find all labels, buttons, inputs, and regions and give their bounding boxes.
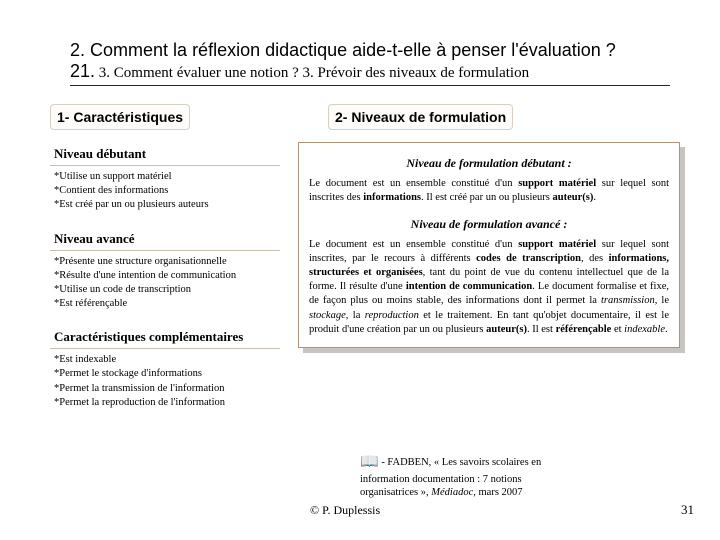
- level-debutant-items: Utilise un support matériel Contient des…: [50, 166, 280, 221]
- list-item: Est indexable: [54, 353, 276, 367]
- title-text-1: Comment la réflexion didactique aide-t-e…: [90, 40, 616, 60]
- slide-title: 2. Comment la réflexion didactique aide-…: [0, 0, 720, 90]
- citation: 📖 - FADBEN, « Les savoirs scolaires en i…: [360, 453, 660, 500]
- left-column: 1- Caractéristiques Niveau débutant Util…: [50, 104, 280, 418]
- list-item: Utilise un support matériel: [54, 170, 276, 184]
- title-number-2: 21.: [70, 61, 95, 81]
- formulation2-body: Le document est un ensemble constitué d'…: [309, 238, 669, 337]
- list-item: Est créé par un ou plusieurs auteurs: [54, 198, 276, 212]
- level-compl-title: Caractéristiques complémentaires: [50, 323, 280, 349]
- title-text-2: 3. Comment évaluer une notion ? 3. Prévo…: [99, 65, 529, 81]
- list-item: Contient des informations: [54, 184, 276, 198]
- formulation-panel: Niveau de formulation débutant : Le docu…: [298, 142, 680, 348]
- list-item: Permet le stockage d'informations: [54, 367, 276, 381]
- book-icon: 📖: [360, 454, 379, 470]
- formulation1-body: Le document est un ensemble constitué d'…: [309, 177, 669, 205]
- list-item: Permet la reproduction de l'information: [54, 396, 276, 410]
- section2-header: 2- Niveaux de formulation: [328, 104, 513, 130]
- level-avance-title: Niveau avancé: [50, 225, 280, 251]
- title-number-1: 2.: [70, 40, 85, 60]
- formulation2-title: Niveau de formulation avancé :: [309, 216, 669, 232]
- level-compl-items: Est indexable Permet le stockage d'infor…: [50, 349, 280, 418]
- list-item: Utilise un code de transcription: [54, 283, 276, 297]
- page-number: 31: [681, 502, 694, 518]
- right-column: 2- Niveaux de formulation Niveau de form…: [298, 104, 680, 418]
- list-item: Permet la transmission de l'information: [54, 382, 276, 396]
- copyright: © P. Duplessis: [310, 503, 380, 518]
- list-item: Présente une structure organisationnelle: [54, 255, 276, 269]
- section1-header: 1- Caractéristiques: [50, 104, 190, 130]
- level-debutant-title: Niveau débutant: [50, 140, 280, 166]
- list-item: Est référençable: [54, 297, 276, 311]
- list-item: Résulte d'une intention de communication: [54, 269, 276, 283]
- formulation1-title: Niveau de formulation débutant :: [309, 155, 669, 171]
- level-avance-items: Présente une structure organisationnelle…: [50, 251, 280, 320]
